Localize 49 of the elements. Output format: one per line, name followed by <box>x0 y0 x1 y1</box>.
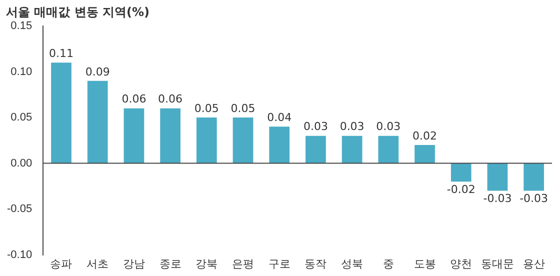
chart-title: 서울 매매값 변동 지역(%) <box>6 4 150 21</box>
x-tick-label: 강북 <box>196 258 218 270</box>
y-tick-label: 0.10 <box>10 66 32 78</box>
x-tick-label: 도봉 <box>414 258 436 270</box>
x-tick-label: 동작 <box>304 258 327 270</box>
bar <box>414 144 435 164</box>
x-tick-label: 성북 <box>341 258 364 270</box>
bar <box>87 80 108 164</box>
x-tick-label: 양천 <box>450 258 472 270</box>
bar <box>524 163 544 191</box>
bar <box>269 126 290 164</box>
data-label: 0.03 <box>340 120 364 134</box>
bar <box>378 136 399 164</box>
data-label: 0.03 <box>376 120 401 134</box>
bar <box>342 136 362 164</box>
x-tick-label: 은평 <box>232 258 254 270</box>
bar <box>450 163 472 182</box>
data-label: 0.11 <box>49 46 74 60</box>
bar <box>51 62 72 164</box>
data-label: -0.03 <box>483 192 512 206</box>
data-label: 0.02 <box>412 129 438 142</box>
data-label: 0.05 <box>194 102 219 115</box>
data-label: 0.06 <box>158 92 183 106</box>
x-tick-label: 용산 <box>522 258 545 270</box>
bar <box>196 118 217 164</box>
data-label: 0.04 <box>267 111 292 124</box>
data-label: 0.03 <box>303 120 328 134</box>
data-label: -0.03 <box>520 192 548 206</box>
x-tick-label: 강남 <box>122 258 145 270</box>
data-label: 0.09 <box>85 65 110 78</box>
data-label: 0.06 <box>122 92 146 106</box>
bar <box>306 136 326 164</box>
y-tick-label: 0.00 <box>10 157 32 170</box>
x-tick-label: 종로 <box>159 258 182 270</box>
y-tick-label: -0.05 <box>6 203 32 216</box>
data-label: -0.02 <box>446 182 476 196</box>
x-tick-label: 중 <box>382 258 394 270</box>
x-tick-label: 송파 <box>50 258 72 270</box>
bar <box>160 108 180 164</box>
y-tick-label: -0.10 <box>6 248 32 261</box>
bar <box>124 108 144 164</box>
bar <box>487 163 508 191</box>
y-tick-label: 0.05 <box>10 112 32 124</box>
x-tick-label: 구로 <box>268 258 290 270</box>
data-label: 0.05 <box>230 102 256 115</box>
x-tick-label: 동대문 <box>480 258 514 270</box>
bar <box>232 118 254 164</box>
y-tick-label: 0.15 <box>10 20 32 32</box>
x-tick-label: 서초 <box>86 258 109 270</box>
